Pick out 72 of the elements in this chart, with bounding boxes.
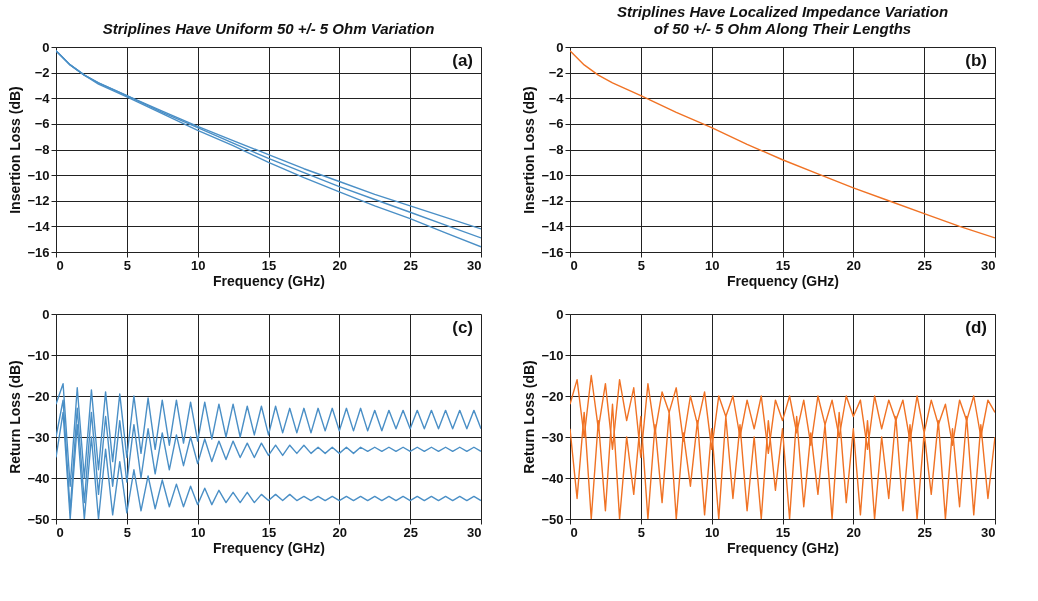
x-tick-label: 10 bbox=[190, 524, 206, 540]
y-tick-label: −40 bbox=[27, 470, 50, 486]
y-tick-label: −30 bbox=[27, 429, 50, 445]
annotation: (b) bbox=[965, 51, 987, 70]
y-tick-label: −16 bbox=[27, 244, 50, 260]
x-tick-label: 25 bbox=[917, 524, 932, 540]
x-axis-title: Frequency (GHz) bbox=[212, 272, 326, 289]
y-tick-label: −14 bbox=[27, 218, 51, 234]
y-tick-label: −20 bbox=[541, 388, 564, 404]
y-tick-label: 0 bbox=[42, 39, 50, 55]
x-tick-label: 15 bbox=[261, 524, 277, 540]
y-axis-title: Insertion Loss (dB) bbox=[7, 86, 24, 214]
y-tick-label: −50 bbox=[541, 511, 564, 527]
x-tick-label: 5 bbox=[637, 524, 645, 540]
x-tick-label: 30 bbox=[981, 524, 996, 540]
y-tick-label: −16 bbox=[541, 244, 564, 260]
y-tick-label: −10 bbox=[541, 347, 564, 363]
x-tick-label: 30 bbox=[981, 257, 996, 273]
y-tick-label: −30 bbox=[541, 429, 564, 445]
y-tick-label: −2 bbox=[34, 65, 50, 81]
x-tick-label: 10 bbox=[704, 257, 720, 273]
x-tick-label: 25 bbox=[403, 524, 418, 540]
x-tick-label: 10 bbox=[704, 524, 720, 540]
y-axis-title: Return Loss (dB) bbox=[7, 360, 24, 474]
x-tick-label: 15 bbox=[775, 257, 791, 273]
x-tick-label: 30 bbox=[467, 257, 482, 273]
x-tick-label: 25 bbox=[917, 257, 932, 273]
y-tick-label: −8 bbox=[548, 142, 564, 157]
annotation: (a) bbox=[452, 51, 473, 70]
x-tick-label: 5 bbox=[637, 257, 645, 273]
y-axis-title: Insertion Loss (dB) bbox=[521, 86, 538, 214]
x-axis-title: Frequency (GHz) bbox=[212, 539, 326, 556]
y-tick-label: −50 bbox=[27, 511, 50, 527]
x-tick-label: 25 bbox=[403, 257, 418, 273]
x-axis-title: Frequency (GHz) bbox=[726, 539, 840, 556]
y-tick-label: −8 bbox=[34, 142, 50, 157]
y-tick-label: −20 bbox=[27, 388, 50, 404]
x-tick-label: 15 bbox=[775, 524, 791, 540]
y-tick-label: −2 bbox=[548, 65, 564, 81]
y-tick-label: −4 bbox=[34, 90, 51, 106]
chart-title: Striplines Have Uniform 50 +/- 5 Ohm Variation bbox=[102, 20, 435, 37]
x-tick-label: 0 bbox=[570, 257, 578, 273]
x-tick-label: 0 bbox=[56, 524, 64, 540]
y-tick-label: −14 bbox=[541, 218, 565, 234]
x-tick-label: 30 bbox=[467, 524, 482, 540]
y-tick-label: −40 bbox=[541, 470, 564, 486]
y-tick-label: −10 bbox=[541, 167, 564, 183]
x-tick-label: 20 bbox=[846, 257, 862, 273]
y-tick-label: −6 bbox=[548, 116, 564, 132]
y-tick-label: −10 bbox=[27, 167, 50, 183]
x-tick-label: 10 bbox=[190, 257, 206, 273]
x-axis-title: Frequency (GHz) bbox=[726, 272, 840, 289]
y-tick-label: 0 bbox=[42, 306, 50, 322]
x-tick-label: 5 bbox=[123, 524, 131, 540]
y-axis-title: Return Loss (dB) bbox=[521, 360, 538, 474]
y-tick-label: 0 bbox=[556, 39, 564, 55]
chart-title: Striplines Have Localized Impedance Variation of 50 +/- 5 Ohm Along Their Lengths bbox=[616, 3, 949, 37]
annotation: (d) bbox=[965, 318, 987, 337]
x-tick-label: 0 bbox=[570, 524, 578, 540]
x-tick-label: 20 bbox=[846, 524, 862, 540]
y-tick-label: 0 bbox=[556, 306, 564, 322]
x-tick-label: 5 bbox=[123, 257, 131, 273]
annotation: (c) bbox=[452, 318, 473, 337]
y-tick-label: −6 bbox=[34, 116, 50, 132]
x-tick-label: 20 bbox=[332, 524, 348, 540]
y-tick-label: −12 bbox=[541, 193, 564, 209]
y-tick-label: −10 bbox=[27, 347, 50, 363]
y-tick-label: −12 bbox=[27, 193, 50, 209]
y-tick-label: −4 bbox=[548, 90, 565, 106]
x-tick-label: 15 bbox=[261, 257, 277, 273]
x-tick-label: 20 bbox=[332, 257, 348, 273]
x-tick-label: 0 bbox=[56, 257, 64, 273]
